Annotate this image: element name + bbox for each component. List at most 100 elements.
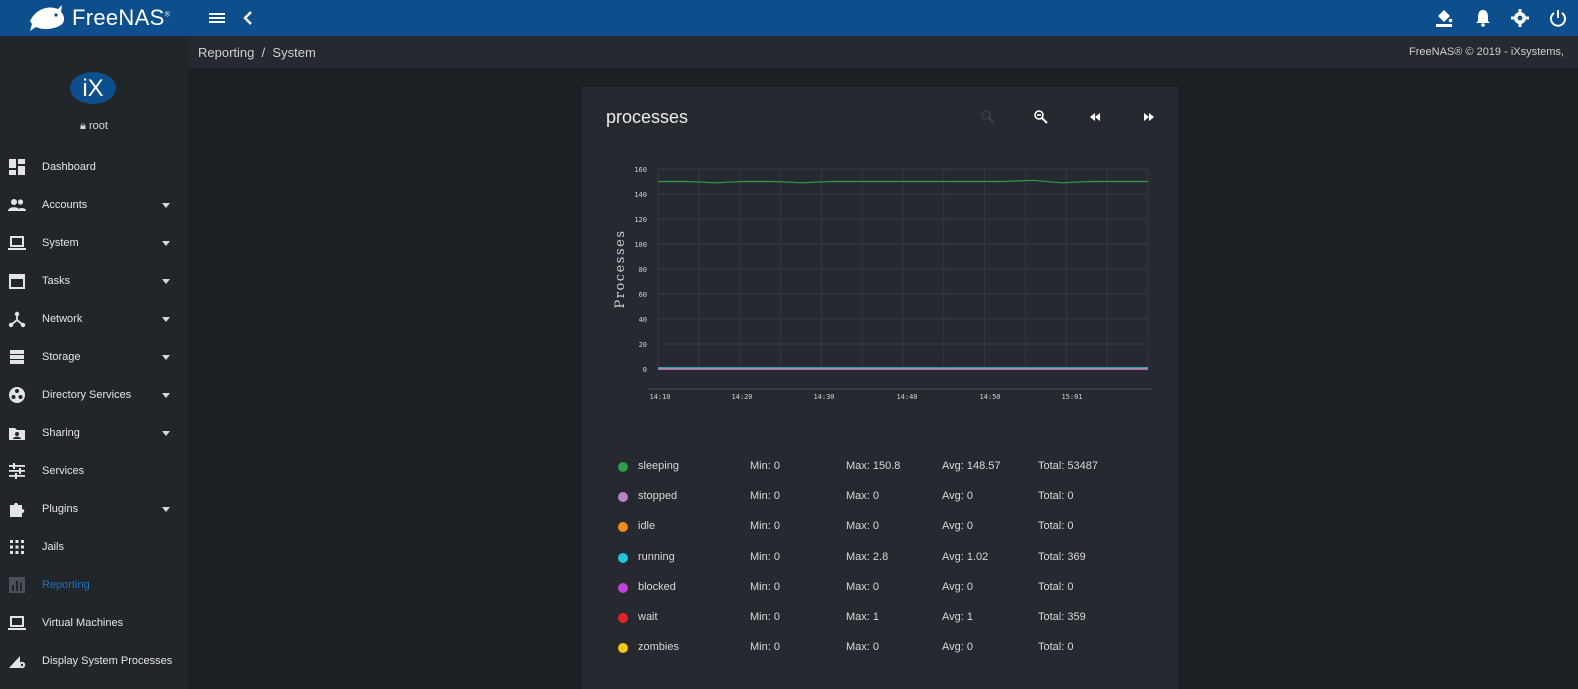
- legend-min: Min: 0: [750, 611, 780, 623]
- calendar-icon: [9, 274, 25, 289]
- x-tick-label: 14:50: [979, 393, 1000, 401]
- legend-name: running: [638, 550, 675, 563]
- legend-swatch: [618, 522, 628, 533]
- sidebar-item-system[interactable]: System: [0, 224, 188, 262]
- caret-down-icon[interactable]: [162, 317, 170, 322]
- legend-name: blocked: [638, 580, 676, 593]
- y-tick-label: 100: [634, 241, 647, 249]
- legend-swatch: [618, 643, 628, 654]
- sidebar-item-tasks[interactable]: Tasks: [0, 262, 188, 300]
- y-tick-label: 40: [639, 316, 647, 324]
- sidebar-item-display-system-processes[interactable]: Display System Processes: [0, 642, 188, 680]
- fast-forward-icon[interactable]: [1141, 109, 1157, 125]
- legend-row-running[interactable]: running Min: 0 Max: 2.8 Avg: 1.02 Total: 369: [618, 548, 1158, 568]
- legend-swatch: [618, 492, 628, 503]
- power-icon[interactable]: [1548, 8, 1568, 28]
- legend-max: Max: 150.8: [846, 460, 901, 472]
- legend-row-blocked[interactable]: blocked Min: 0 Max: 0 Avg: 0 Total: 0: [618, 578, 1158, 598]
- sidebar-item-label: Jails: [42, 541, 65, 553]
- legend-total: Total: 53487: [1038, 460, 1098, 472]
- legend-avg: Avg: 0: [942, 580, 973, 593]
- legend-name: wait: [638, 611, 658, 623]
- caret-down-icon[interactable]: [162, 431, 170, 436]
- caret-down-icon[interactable]: [162, 393, 170, 398]
- gear-icon[interactable]: [1510, 8, 1530, 28]
- copyright: FreeNAS® © 2019 - iXsystems,: [1409, 46, 1564, 58]
- legend-name: idle: [638, 520, 656, 533]
- sliders-icon: [9, 463, 25, 479]
- freenas-logo[interactable]: FreeNAS®: [28, 2, 178, 34]
- caret-down-icon[interactable]: [162, 355, 170, 360]
- legend-row-sleeping[interactable]: sleeping Min: 0 Max: 150.8 Avg: 148.57 Total…: [618, 457, 1158, 477]
- chart-icon: [9, 577, 25, 593]
- legend-max: Max: 1: [846, 611, 880, 623]
- y-tick-label: 60: [639, 291, 647, 299]
- legend-row-zombies[interactable]: zombies Min: 0 Max: 0 Avg: 0 Total: 0: [618, 638, 1158, 658]
- network-icon: [8, 311, 26, 328]
- legend-row-idle[interactable]: idle Min: 0 Max: 0 Avg: 0 Total: 0: [618, 517, 1158, 537]
- sidebar-item-directory-services[interactable]: Directory Services: [0, 376, 188, 414]
- caret-down-icon[interactable]: [162, 241, 170, 246]
- directory-icon: [9, 387, 25, 403]
- sidebar-item-storage[interactable]: Storage: [0, 338, 188, 376]
- x-tick-label: 14:30: [813, 393, 834, 401]
- sidebar-item-dashboard[interactable]: Dashboard: [0, 148, 188, 186]
- top-bar: FreeNAS®: [0, 0, 1578, 36]
- legend-avg: Avg: 0: [942, 520, 973, 533]
- brand-name: FreeNAS®: [72, 5, 171, 30]
- sidebar-item-label: Sharing: [42, 427, 80, 439]
- sidebar-item-label: Accounts: [42, 199, 88, 211]
- lock-icon: 🔒︎: [80, 120, 86, 132]
- caret-down-icon[interactable]: [162, 203, 170, 208]
- sidebar-item-label: Display System Processes: [42, 655, 173, 667]
- legend-total: Total: 0: [1038, 490, 1074, 503]
- rewind-icon[interactable]: [1087, 109, 1103, 125]
- sidebar-item-label: Tasks: [42, 275, 71, 287]
- chevron-left-icon[interactable]: [238, 8, 258, 28]
- legend-avg: Avg: 0: [942, 641, 973, 654]
- y-tick-label: 0: [643, 366, 647, 374]
- x-tick-label: 14:40: [896, 393, 917, 401]
- sidebar-item-label: Directory Services: [42, 389, 132, 401]
- sidebar-item-label: Plugins: [42, 503, 79, 515]
- legend-max: Max: 0: [846, 520, 880, 533]
- sidebar-item-reporting[interactable]: Reporting: [0, 566, 188, 604]
- sidebar-item-label: Storage: [42, 351, 81, 363]
- card-title: processes: [606, 107, 689, 127]
- theme-bucket-icon[interactable]: [1434, 8, 1454, 28]
- ix-logo: iX: [70, 72, 116, 104]
- zoom-in-icon[interactable]: [980, 109, 996, 125]
- sidebar-item-network[interactable]: Network: [0, 300, 188, 338]
- legend-swatch: [618, 582, 628, 593]
- legend-avg: Avg: 148.57: [942, 460, 1001, 472]
- legend-max: Max: 0: [846, 490, 880, 503]
- sidebar-item-plugins[interactable]: Plugins: [0, 490, 188, 528]
- sidebar-item-label: Dashboard: [42, 161, 96, 173]
- y-tick-label: 80: [639, 266, 647, 274]
- laptop-icon: [8, 616, 26, 630]
- current-user: 🔒︎ root: [80, 120, 108, 132]
- sidebar-item-accounts[interactable]: Accounts: [0, 186, 188, 224]
- puzzle-icon: [10, 502, 25, 517]
- sidebar-item-sharing[interactable]: Sharing: [0, 414, 188, 452]
- processes-card: processes 0 20 40 60 80 100 120 140 160 14:10 14:2…: [582, 87, 1178, 689]
- caret-down-icon[interactable]: [162, 507, 170, 512]
- legend-total: Total: 0: [1038, 520, 1074, 533]
- legend-max: Max: 2.8: [846, 550, 889, 563]
- legend-swatch: [618, 462, 628, 472]
- sidebar-item-services[interactable]: Services: [0, 452, 188, 490]
- sidebar-item-virtual-machines[interactable]: Virtual Machines: [0, 604, 188, 642]
- legend-total: Total: 359: [1038, 611, 1086, 623]
- zoom-out-icon[interactable]: [1033, 109, 1049, 125]
- legend-row-wait[interactable]: wait Min: 0 Max: 1 Avg: 1 Total: 359: [618, 608, 1158, 628]
- processes-icon: [9, 656, 26, 669]
- breadcrumb-bar: Reporting / System FreeNAS® © 2019 - iXs…: [188, 36, 1578, 68]
- legend-row-stopped[interactable]: stopped Min: 0 Max: 0 Avg: 0 Total: 0: [618, 487, 1158, 507]
- sidebar-item-jails[interactable]: Jails: [0, 528, 188, 566]
- bell-icon[interactable]: [1473, 8, 1493, 28]
- menu-icon[interactable]: [207, 8, 227, 28]
- legend-avg: Avg: 0: [942, 490, 973, 503]
- legend-swatch: [618, 552, 628, 563]
- legend-total: Total: 0: [1038, 641, 1074, 654]
- caret-down-icon[interactable]: [162, 279, 170, 284]
